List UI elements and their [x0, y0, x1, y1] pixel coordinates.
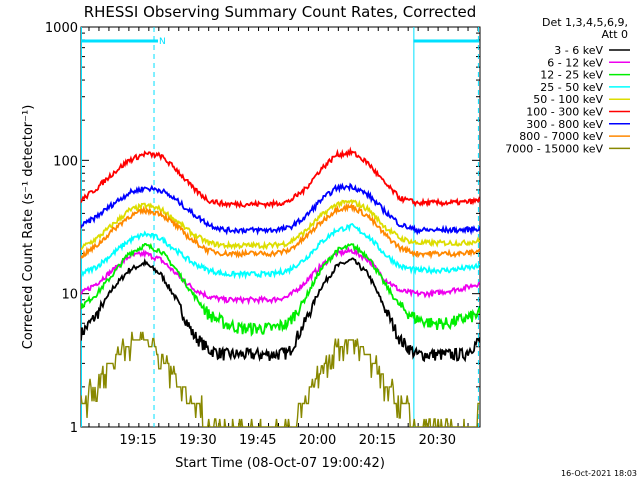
series-line — [81, 199, 480, 251]
plot-area: 1 10 100 1000 19:15 19:30 19:45 20:00 20:15 20:30… — [45, 21, 481, 448]
series-line — [81, 257, 480, 363]
y-tick-label: 10 — [61, 288, 78, 303]
x-tick-label: 20:15 — [359, 433, 396, 448]
legend-entry-label: 3 - 6 keV — [554, 44, 603, 57]
series-line — [81, 246, 480, 306]
legend-entry-label: 25 - 50 keV — [540, 81, 603, 94]
chart-title: RHESSI Observing Summary Count Rates, Co… — [84, 3, 477, 21]
x-tick-label: 19:45 — [239, 433, 276, 448]
series-line — [81, 331, 480, 427]
x-tick-label: 19:15 — [119, 433, 156, 448]
y-tick-label: 1000 — [45, 21, 78, 36]
legend-entry-label: 800 - 7000 keV — [519, 130, 603, 143]
series-line — [81, 146, 480, 210]
legend-entry-label: 6 - 12 keV — [547, 56, 603, 69]
series-line — [81, 223, 480, 280]
x-axis-label: Start Time (08-Oct-07 19:00:42) — [175, 456, 385, 471]
legend-entry-label: 100 - 300 keV — [526, 106, 603, 119]
footer-timestamp: 16-Oct-2021 18:03 — [561, 469, 637, 478]
legend-entry-label: 12 - 25 keV — [540, 69, 603, 82]
legend-entry-label: 7000 - 15000 keV — [505, 142, 603, 155]
legend-entry-label: 50 - 100 keV — [533, 93, 603, 106]
legend-header-line-2: Att 0 — [602, 28, 628, 41]
y-axis-label: Corrected Count Rate (s⁻¹ detector⁻¹) — [21, 105, 36, 350]
x-tick-label: 20:00 — [299, 433, 336, 448]
y-tick-label: 1 — [70, 421, 78, 436]
y-tick-label: 100 — [53, 154, 78, 169]
x-tick-label: 19:30 — [179, 433, 216, 448]
series-line — [81, 242, 480, 337]
series-line — [81, 202, 480, 260]
series-line — [81, 182, 480, 236]
legend-header-line-1: Det 1,3,4,5,6,9, — [542, 16, 628, 29]
night-label: N — [159, 37, 166, 47]
x-tick-label: 20:30 — [419, 433, 456, 448]
legend-entry-label: 300 - 800 keV — [526, 118, 603, 131]
series-group — [81, 146, 480, 427]
